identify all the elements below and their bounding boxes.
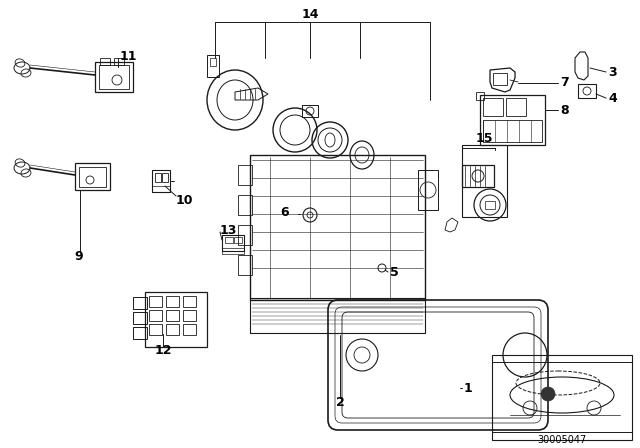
Bar [483, 120, 542, 142]
Bar [99, 65, 129, 89]
Bar [492, 355, 632, 440]
Bar [166, 296, 179, 307]
Bar [183, 296, 196, 307]
Bar [166, 310, 179, 321]
Bar [210, 58, 216, 66]
Bar [234, 237, 242, 243]
Bar [222, 235, 244, 251]
Text: 2: 2 [336, 396, 345, 409]
Bar [225, 237, 233, 243]
Text: 4: 4 [608, 91, 617, 104]
Text: 11: 11 [120, 51, 138, 64]
Text: 7: 7 [560, 76, 569, 89]
Bar [238, 165, 252, 185]
Bar [75, 163, 110, 190]
Bar [485, 201, 495, 209]
Text: 15: 15 [476, 132, 493, 145]
Bar [133, 312, 147, 324]
Bar [166, 324, 179, 335]
Bar [238, 195, 252, 215]
Text: 8: 8 [560, 103, 568, 116]
Bar [238, 255, 252, 275]
Bar [578, 84, 596, 98]
Bar [162, 173, 168, 182]
Bar [222, 248, 244, 254]
Bar [480, 95, 545, 145]
Bar [155, 173, 161, 182]
Bar [476, 92, 484, 100]
Bar [493, 73, 507, 85]
Bar [183, 324, 196, 335]
Text: 6: 6 [280, 206, 289, 219]
Text: 5: 5 [390, 266, 399, 279]
Bar [250, 298, 425, 333]
Text: 12: 12 [155, 344, 173, 357]
Bar [483, 98, 503, 116]
Bar [95, 62, 133, 92]
Bar [149, 310, 162, 321]
Text: 9: 9 [74, 250, 83, 263]
Bar [238, 225, 252, 245]
Text: 10: 10 [176, 194, 193, 207]
Bar [207, 55, 219, 77]
Bar [250, 155, 425, 300]
Bar [79, 167, 106, 187]
Bar [145, 292, 207, 347]
Text: 30005047: 30005047 [538, 435, 587, 445]
Bar [302, 105, 318, 117]
Bar [462, 145, 507, 217]
Bar [149, 324, 162, 335]
Bar [133, 327, 147, 339]
Bar [133, 297, 147, 309]
Bar [152, 170, 170, 192]
Bar [506, 98, 526, 116]
Text: 13: 13 [220, 224, 237, 237]
Bar [418, 170, 438, 210]
Circle shape [541, 387, 555, 401]
Text: 14: 14 [301, 8, 319, 21]
Bar [100, 58, 110, 65]
Bar [183, 310, 196, 321]
Bar [149, 296, 162, 307]
Text: 3: 3 [608, 65, 616, 78]
Text: 1: 1 [464, 382, 473, 395]
Bar [152, 186, 170, 192]
Bar [114, 58, 124, 65]
Bar [462, 165, 494, 187]
